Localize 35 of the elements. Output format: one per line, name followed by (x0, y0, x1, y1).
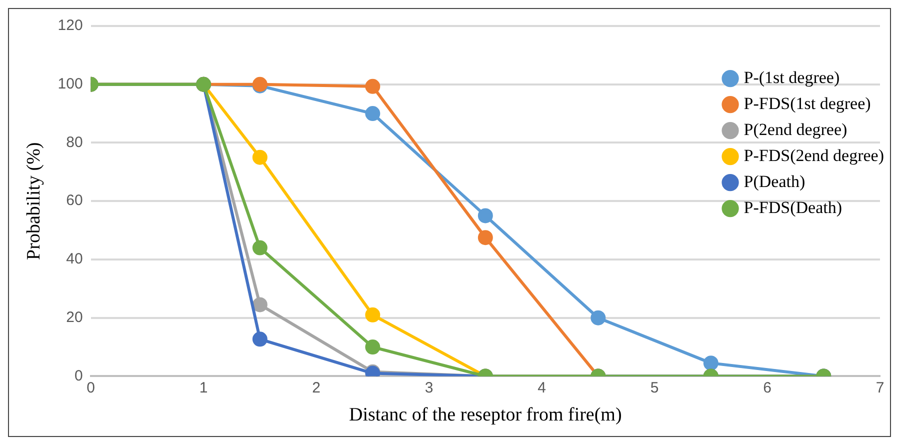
x-tick-label: 6 (763, 379, 772, 396)
y-tick-label: 100 (58, 76, 83, 93)
point (478, 230, 493, 246)
point (252, 150, 268, 165)
legend-label: P-FDS(1st degree) (744, 94, 871, 113)
point (478, 208, 493, 224)
x-tick-label: 3 (424, 379, 434, 396)
legend-label: P-FDS(2end degree) (744, 146, 884, 165)
x-tick-label: 2 (312, 379, 320, 396)
legend-label: P(2end degree) (744, 120, 848, 139)
point (365, 307, 380, 322)
point (365, 340, 380, 355)
y-axis-title: Probability (%) (23, 142, 44, 260)
x-tick-label: 7 (876, 379, 884, 396)
y-tick-label: 20 (66, 308, 83, 326)
y-tick-label: 60 (66, 192, 83, 210)
y-tick-label: 80 (66, 134, 83, 151)
x-tick-label: 4 (538, 379, 546, 396)
point (703, 356, 718, 371)
y-tick-label: 0 (74, 367, 83, 384)
point (365, 106, 380, 122)
x-tick-label: 0 (86, 379, 95, 396)
point (252, 297, 268, 312)
point (252, 332, 268, 347)
legend-label: P-FDS(Death) (744, 198, 842, 217)
legend-label: P(Death) (744, 172, 806, 191)
x-axis-title: Distanc of the reseptor from fire(m) (349, 404, 622, 426)
x-tick-label: 1 (199, 379, 208, 396)
x-tick-label: 5 (650, 379, 659, 396)
point (590, 310, 606, 326)
point (365, 78, 380, 94)
y-tick-label: 40 (66, 250, 83, 268)
point (252, 240, 268, 256)
y-tick-label: 120 (58, 17, 83, 34)
legend-label: P-(1st degree) (744, 68, 840, 87)
